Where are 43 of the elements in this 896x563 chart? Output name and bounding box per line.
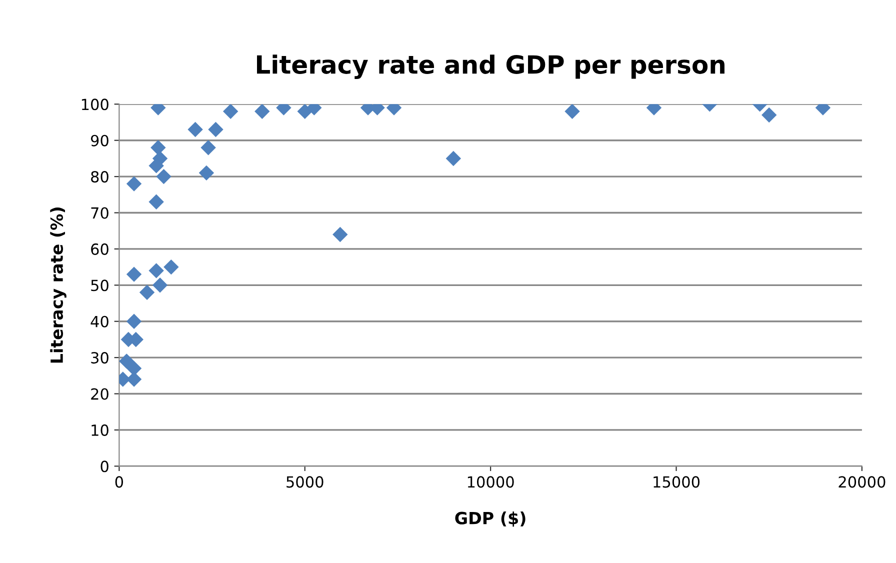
x-tick-label: 0 xyxy=(115,476,124,488)
point xyxy=(126,266,142,282)
point xyxy=(208,122,224,138)
point xyxy=(150,140,166,156)
point xyxy=(564,104,580,119)
y-tick-label: 30 xyxy=(91,352,108,364)
y-tick-label: 40 xyxy=(90,316,108,328)
point xyxy=(446,150,462,166)
point xyxy=(126,176,142,192)
point xyxy=(222,104,238,119)
point xyxy=(139,284,155,300)
point xyxy=(148,194,164,210)
x-tick-label: 15000 xyxy=(654,476,700,488)
x-tick-label: 5000 xyxy=(286,476,324,488)
x-tick-label: 20000 xyxy=(838,476,886,488)
point xyxy=(200,140,216,156)
x-axis-title: GDP ($) xyxy=(455,512,526,527)
y-tick-label: 70 xyxy=(91,207,108,219)
point xyxy=(297,104,312,119)
point xyxy=(761,107,777,123)
y-tick-label: 10 xyxy=(92,424,108,436)
point xyxy=(156,168,172,184)
y-tick-label: 80 xyxy=(91,171,108,183)
point xyxy=(152,278,168,293)
point xyxy=(119,354,134,369)
y-tick-label: 0 xyxy=(100,460,108,472)
point xyxy=(148,263,164,278)
y-tick-label: 90 xyxy=(90,134,108,146)
point xyxy=(164,259,179,275)
point xyxy=(126,314,142,329)
x-tick-label: 10000 xyxy=(468,476,514,488)
y-tick-label: 20 xyxy=(91,388,108,400)
point xyxy=(254,104,270,119)
point xyxy=(332,226,348,242)
chart-title: Literacy rate and GDP per person xyxy=(257,54,724,79)
point xyxy=(198,165,214,181)
point xyxy=(148,158,164,174)
y-axis-title: Literacy rate (%) xyxy=(50,208,66,363)
y-tick-label: 50 xyxy=(91,280,108,292)
point xyxy=(126,372,142,387)
point xyxy=(188,122,203,138)
y-tick-label: 60 xyxy=(91,243,108,255)
y-tick-label: 100 xyxy=(82,98,108,110)
